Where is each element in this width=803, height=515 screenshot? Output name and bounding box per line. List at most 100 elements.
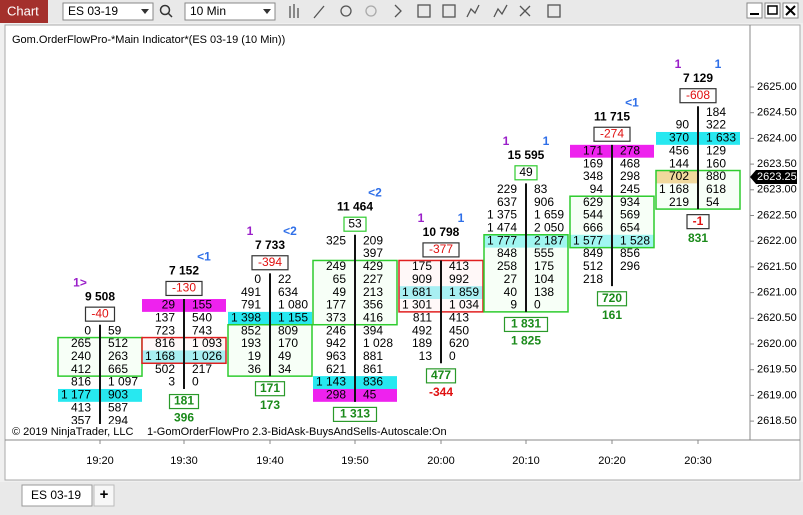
ask-volume: 1 080 — [278, 298, 308, 312]
bid-volume: 1 398 — [231, 310, 261, 324]
tab-bar — [0, 482, 803, 515]
bid-volume: 49 — [333, 285, 347, 299]
bid-volume: 175 — [412, 259, 432, 273]
ask-volume: 743 — [192, 323, 212, 337]
bid-volume: 1 168 — [659, 182, 689, 196]
bid-volume: 811 — [413, 310, 432, 324]
bid-volume: 193 — [241, 336, 261, 350]
data-box-icon[interactable] — [547, 4, 561, 18]
current-price-tag — [750, 169, 797, 184]
bid-volume: 40 — [504, 285, 518, 299]
ask-volume: 861 — [363, 362, 383, 376]
ask-volume: 1 155 — [278, 310, 308, 324]
interval[interactable]: 10 Min — [190, 4, 226, 18]
footer-box-value: 181 — [174, 394, 194, 408]
indicators-icon[interactable] — [493, 4, 508, 18]
bar-delta-box — [165, 280, 203, 297]
bid-volume: 240 — [71, 349, 91, 363]
properties-icon[interactable] — [417, 4, 431, 18]
bars-icon[interactable] — [289, 4, 299, 18]
ask-volume: 54 — [706, 195, 720, 209]
bar-total: 7 152 — [169, 264, 199, 278]
bid-volume: 492 — [412, 323, 432, 337]
price-label: 2622.50 — [757, 209, 797, 221]
bar-total: 11 464 — [337, 199, 373, 213]
ask-volume: 1 034 — [449, 298, 479, 312]
bid-volume: 1 577 — [573, 233, 603, 247]
bar-delta-box — [84, 306, 116, 322]
ask-volume: 34 — [278, 362, 292, 376]
ask-volume: 992 — [449, 272, 469, 286]
zoom-in-icon[interactable] — [340, 5, 352, 17]
signal-marker-right: 1 — [543, 134, 550, 148]
add-tab[interactable]: + — [100, 486, 109, 503]
search-icon[interactable] — [159, 4, 171, 16]
cursor-icon[interactable] — [394, 4, 402, 18]
ask-volume: 394 — [363, 323, 383, 337]
footer-bg — [8, 424, 428, 439]
footprint-bar: 171 278 169 468 348 298 94 245 629 934 544 569 666 65… — [569, 95, 655, 322]
time-label: 19:50 — [341, 455, 369, 467]
footer-box-value: 1 313 — [340, 407, 370, 421]
ask-volume: 322 — [706, 118, 726, 132]
bid-volume: 65 — [333, 272, 347, 286]
ask-volume: 618 — [706, 182, 726, 196]
bid-volume: 36 — [248, 362, 262, 376]
bid-volume: 13 — [419, 349, 433, 363]
bid-volume: 456 — [669, 143, 689, 157]
ask-volume: 2 187 — [534, 233, 564, 247]
close-tools-icon[interactable] — [519, 5, 531, 17]
tab-label[interactable]: ES 03-19 — [31, 488, 81, 502]
price-label: 2618.50 — [757, 415, 797, 427]
ask-volume: 170 — [278, 336, 298, 350]
time-label: 20:00 — [427, 455, 455, 467]
ask-volume: 1 093 — [192, 336, 222, 350]
tab[interactable] — [21, 484, 93, 507]
ask-volume: 906 — [534, 195, 554, 209]
bar-delta: 49 — [519, 165, 533, 179]
dropdown-arrow — [141, 9, 149, 14]
bid-volume: 491 — [241, 285, 261, 299]
signal-marker-right: <1 — [625, 95, 639, 109]
bid-volume: 1 681 — [402, 285, 432, 299]
draw-icon[interactable] — [313, 5, 325, 19]
toolbar-icons — [289, 4, 561, 19]
time-label: 19:20 — [86, 455, 114, 467]
add-tab-button[interactable] — [93, 484, 115, 507]
strategies-icon[interactable] — [466, 4, 480, 18]
interval-selector[interactable] — [184, 2, 276, 21]
minimize-button[interactable] — [746, 2, 763, 19]
time-label: 19:40 — [256, 455, 284, 467]
bar-delta: -394 — [258, 255, 282, 269]
footer-value: 173 — [260, 398, 280, 412]
bid-volume: 177 — [326, 298, 346, 312]
ask-volume: 45 — [363, 388, 377, 402]
ask-volume: 0 — [192, 375, 199, 389]
bar-total: 7 129 — [683, 71, 713, 85]
price-label: 2620.00 — [757, 338, 797, 350]
signal-marker-right: 1 — [715, 57, 722, 71]
bid-volume: 544 — [583, 208, 603, 222]
bar-delta-box — [593, 126, 631, 142]
ask-volume: 429 — [363, 259, 383, 273]
footer-box-value: -1 — [693, 214, 704, 228]
instrument-selector[interactable] — [62, 2, 154, 21]
signal-marker-left: 1 — [675, 57, 682, 71]
bid-volume: 3 — [168, 375, 175, 389]
zoom-out-icon[interactable] — [365, 5, 377, 17]
footprint-bar: 229 83 637 906 1 375 1 659 1 474 2 050 1 777 2 18… — [483, 134, 569, 348]
dropdown-arrow — [263, 9, 271, 14]
signal-marker-left: 1> — [73, 275, 87, 289]
bid-volume: 94 — [590, 182, 604, 196]
ask-volume: 138 — [534, 285, 554, 299]
bid-volume: 1 301 — [402, 298, 432, 312]
ask-volume: 245 — [620, 182, 640, 196]
instrument[interactable]: ES 03-19 — [68, 4, 118, 18]
ask-volume: 49 — [278, 349, 292, 363]
footer-box — [254, 381, 286, 397]
bid-volume: 9 — [510, 298, 517, 312]
bid-volume: 502 — [155, 362, 175, 376]
templates-icon[interactable] — [442, 4, 456, 18]
bid-volume: 621 — [326, 362, 346, 376]
